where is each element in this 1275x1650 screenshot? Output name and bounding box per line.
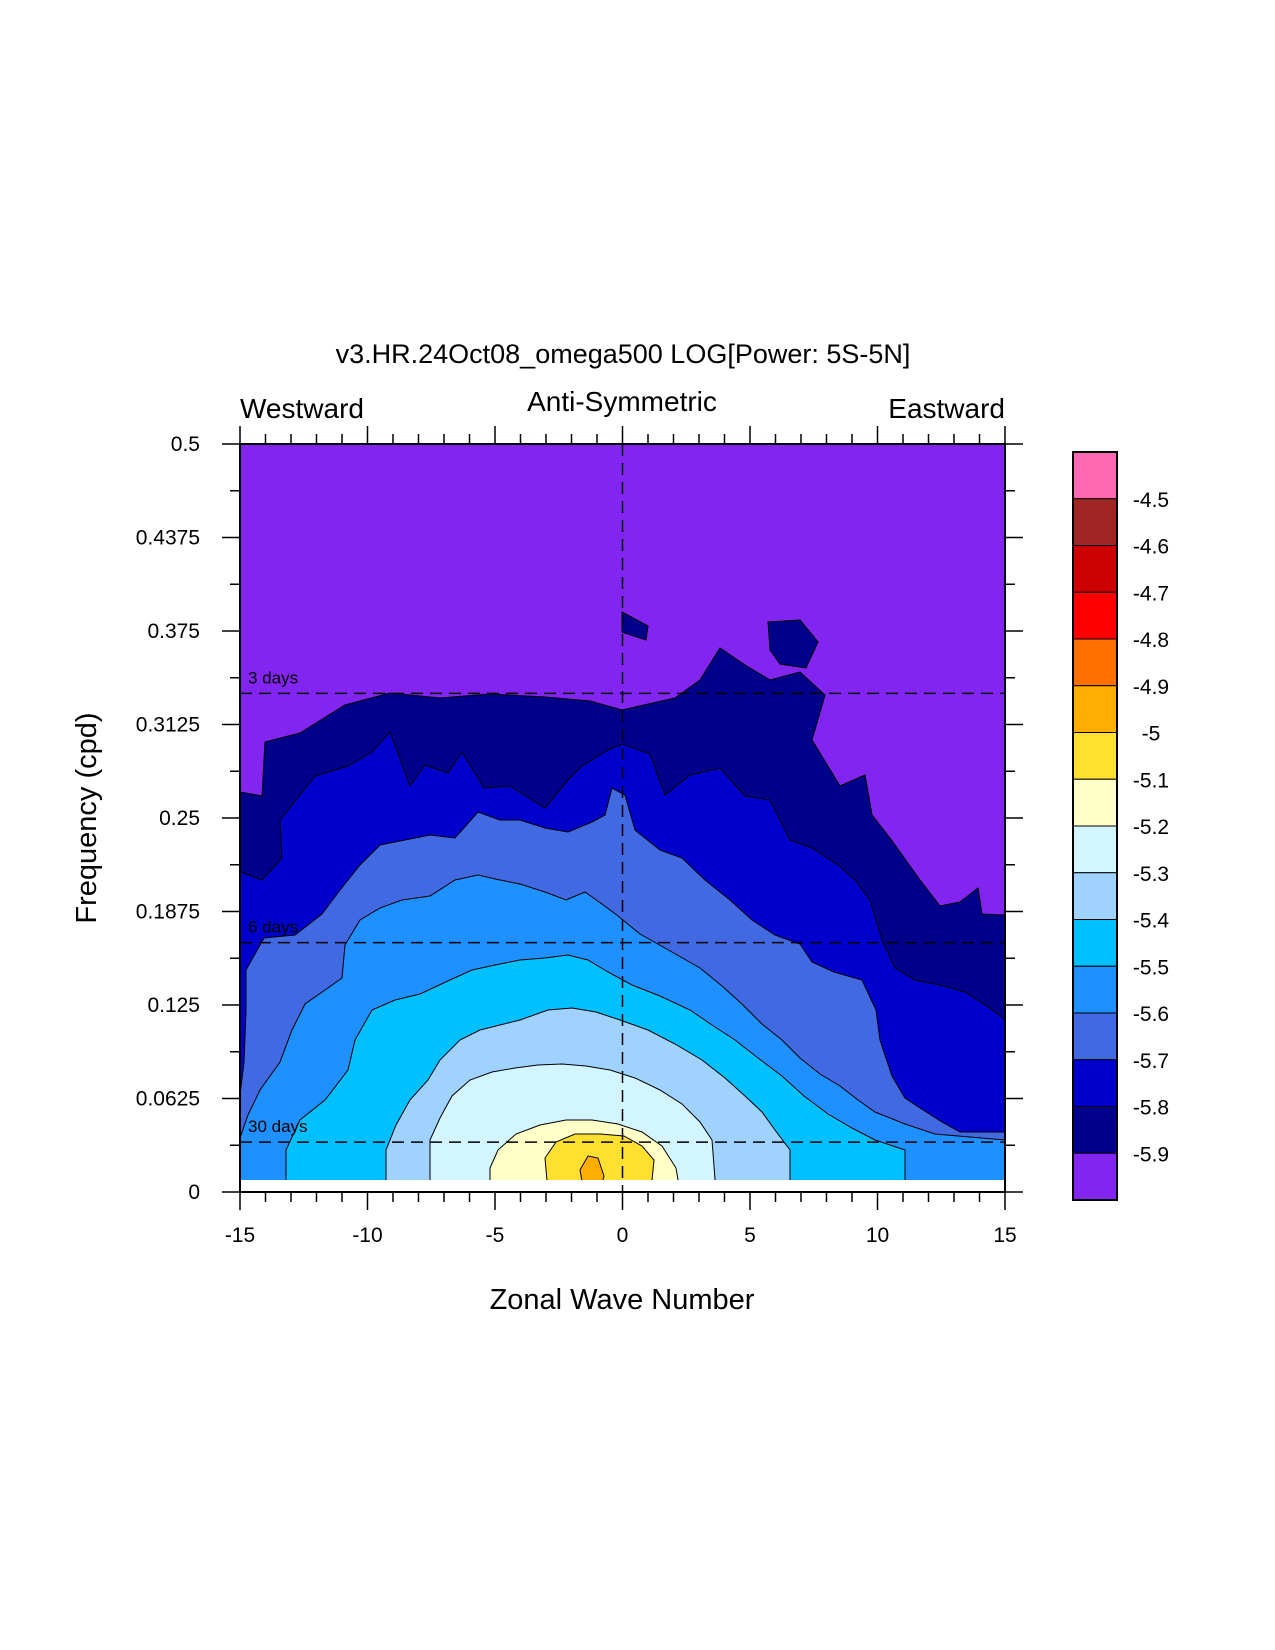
y-tick-label: 0.3125	[136, 714, 200, 737]
colorbar: -4.5 -4.6 -4.7 -4.8 -4.9 -5 -5.1 -5.2 -5.3 -5.4 -5…	[1072, 451, 1170, 1201]
colorbar-swatch	[1072, 965, 1118, 1014]
colorbar-label: -4.8	[1133, 629, 1169, 652]
contour-band-5.9-island-b	[767, 619, 819, 669]
y-axis-label: Frequency (cpd)	[71, 712, 103, 923]
eastward-label: Eastward	[888, 393, 1005, 424]
colorbar-swatch	[1072, 1106, 1118, 1154]
colorbar-swatch	[1072, 778, 1118, 827]
colorbar-label: -5.2	[1133, 816, 1169, 839]
colorbar-label: -5.1	[1133, 769, 1169, 792]
colorbar-swatch	[1072, 825, 1118, 874]
period-label: 3 days	[248, 668, 298, 687]
y-tick-label: 0.5	[171, 433, 200, 456]
x-tick-label: 15	[993, 1224, 1016, 1247]
colorbar-swatch	[1072, 1152, 1118, 1201]
y-tick-label: 0.375	[147, 620, 200, 643]
colorbar-frame	[1072, 451, 1118, 1201]
y-tick-label: 0.0625	[136, 1088, 200, 1111]
colorbar-label: -5.4	[1133, 910, 1170, 933]
colorbar-swatch	[1072, 919, 1118, 967]
x-tick-label: 0	[617, 1224, 629, 1247]
y-tick-label: 0.25	[159, 807, 200, 830]
x-axis: -15 -10 -5 0 5 10 15	[225, 426, 1017, 1247]
colorbar-label: -4.7	[1133, 582, 1169, 605]
anti-symmetric-label: Anti-Symmetric	[527, 386, 717, 417]
period-label: 6 days	[248, 918, 298, 937]
colorbar-swatch	[1072, 638, 1118, 687]
colorbar-label: -5	[1142, 723, 1161, 746]
colorbar-label: -5.8	[1133, 1097, 1169, 1120]
colorbar-label: -5.5	[1133, 956, 1169, 979]
colorbar-label: -5.6	[1133, 1003, 1169, 1026]
chart-title: v3.HR.24Oct08_omega500 LOG[Power: 5S-5N]	[336, 339, 911, 369]
colorbar-swatch	[1072, 685, 1118, 733]
colorbar-swatch	[1072, 872, 1118, 920]
x-tick-label: -10	[352, 1224, 382, 1247]
colorbar-label: -5.7	[1133, 1050, 1169, 1073]
x-axis-label: Zonal Wave Number	[490, 1284, 755, 1316]
colorbar-label: -5.3	[1133, 863, 1169, 886]
y-tick-label: 0	[188, 1181, 200, 1204]
colorbar-swatch	[1072, 732, 1118, 780]
y-tick-label: 0.4375	[136, 527, 200, 550]
x-tick-label: -5	[486, 1224, 505, 1247]
y-axis: 0 0.0625 0.125 0.1875 0.25 0.3125 0.375 0.4375 0…	[136, 433, 1023, 1204]
colorbar-swatch	[1072, 1012, 1118, 1061]
colorbar-label: -4.9	[1133, 676, 1169, 699]
colorbar-swatch	[1072, 498, 1118, 546]
colorbar-label: -5.9	[1133, 1143, 1169, 1166]
colorbar-swatch	[1072, 1059, 1118, 1107]
colorbar-swatch	[1072, 451, 1118, 500]
colorbar-label: -4.6	[1133, 536, 1169, 559]
x-tick-label: 5	[744, 1224, 756, 1247]
x-tick-label: 10	[866, 1224, 889, 1247]
colorbar-swatch	[1072, 545, 1118, 593]
x-tick-label: -15	[225, 1224, 255, 1247]
colorbar-swatch	[1072, 591, 1118, 640]
y-tick-label: 0.125	[147, 994, 200, 1017]
y-tick-label: 0.1875	[136, 901, 200, 924]
westward-label: Westward	[240, 393, 364, 424]
period-label: 30 days	[248, 1117, 308, 1136]
colorbar-label: -4.5	[1133, 489, 1169, 512]
plot-area: 3 days 6 days 30 days	[239, 443, 1006, 1193]
